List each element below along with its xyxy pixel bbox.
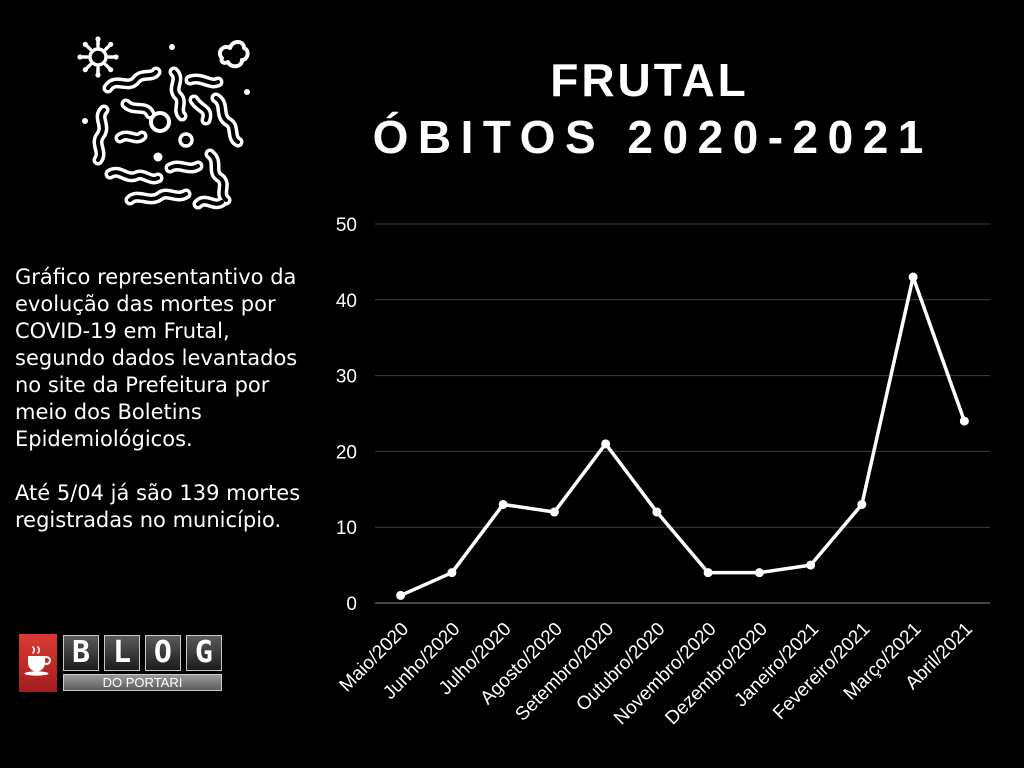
description-line: evolução das mortes por [15, 292, 276, 316]
y-tick-label: 50 [336, 215, 357, 236]
data-point [806, 560, 816, 570]
logo-subtitle: DO PORTARI [63, 674, 222, 691]
description-line: no site da Prefeitura por [15, 373, 270, 397]
data-point [754, 568, 764, 578]
logo-letter-box [104, 635, 140, 671]
data-point [703, 568, 713, 578]
x-axis-ticks: Maio/2020Junho/2020Julho/2020Agosto/2020… [336, 619, 977, 729]
description-paragraph: Gráfico representantivo da evolução das … [15, 264, 297, 453]
x-tick-label: Outubro/2020 [572, 619, 669, 716]
description-line: Epidemiológicos. [15, 427, 193, 451]
y-tick-label: 40 [336, 291, 357, 312]
y-tick-label: 30 [336, 367, 357, 388]
description-line: registradas no município. [15, 508, 282, 532]
coffee-cup-icon [24, 646, 51, 676]
y-tick-label: 20 [336, 442, 357, 463]
data-point [447, 568, 457, 578]
description-line: Até 5/04 já são 139 mortes [15, 481, 301, 505]
logo-letter-box [145, 635, 181, 671]
data-point [601, 439, 611, 449]
header-subtitle: ÓBITOS 2020-2021 [372, 111, 933, 163]
description-line: segundo dados levantados [15, 346, 298, 370]
data-point [549, 507, 559, 517]
logo-letter-box [186, 635, 222, 671]
virus-icon [77, 36, 250, 218]
data-point [396, 590, 406, 600]
data-point [959, 416, 969, 426]
data-point [857, 499, 867, 509]
data-points [396, 272, 969, 600]
description-line: COVID-19 em Frutal, [15, 319, 230, 343]
logo-letter-box [63, 635, 99, 671]
logo-title: BLOG [72, 635, 236, 670]
description-line: Gráfico representantivo da [15, 265, 297, 289]
header-title: FRUTAL [550, 54, 749, 106]
gridlines [375, 223, 990, 604]
series-line [398, 275, 967, 598]
data-point [498, 499, 508, 509]
data-point [652, 507, 662, 517]
description-paragraph: Até 5/04 já são 139 mortes registradas n… [15, 480, 300, 534]
y-tick-label: 0 [346, 594, 357, 615]
y-axis-ticks: 0 10 20 30 40 50 [336, 215, 357, 615]
blog-logo: BLOG DO PORTARI [19, 634, 226, 692]
description-line: meio dos Boletins [15, 400, 202, 424]
logo-red-block [19, 634, 57, 692]
y-tick-label: 10 [336, 518, 357, 539]
data-point [908, 272, 918, 282]
